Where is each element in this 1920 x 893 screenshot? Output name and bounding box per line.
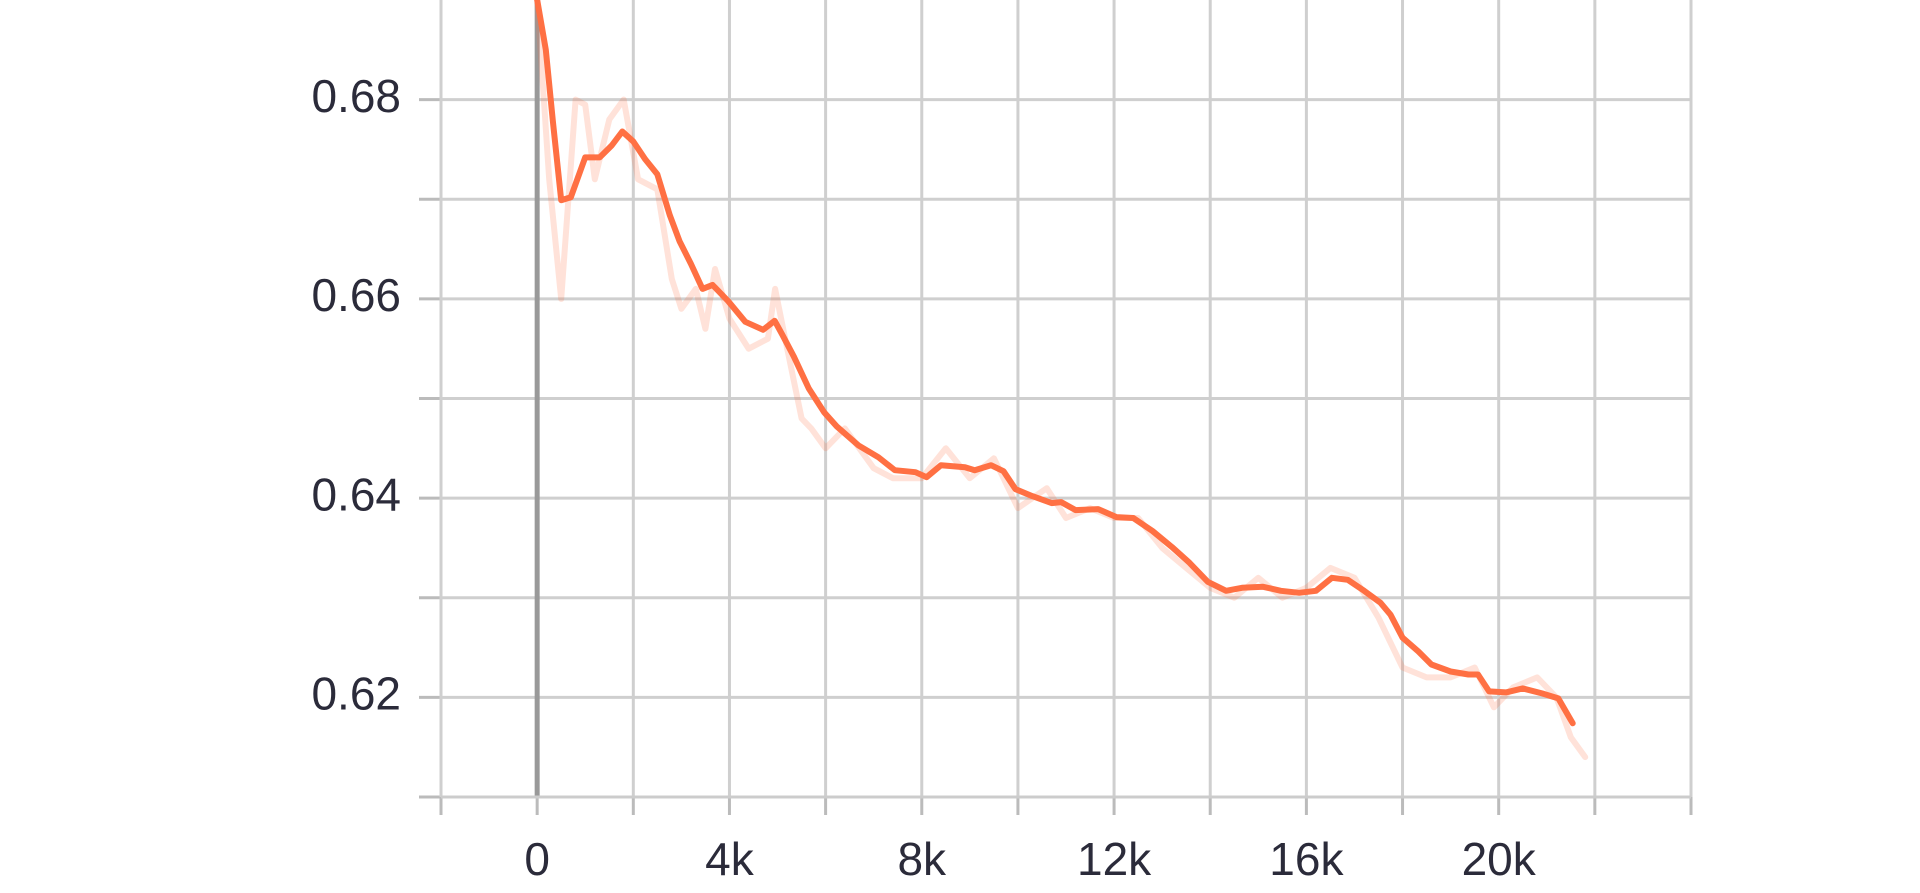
x-tick-label: 12k [1077, 833, 1152, 885]
series-line [534, 0, 1589, 761]
series-line [534, 0, 1576, 727]
x-tick-label: 16k [1269, 833, 1344, 885]
y-tick-label: 0.68 [311, 70, 401, 122]
x-tick-label: 8k [897, 833, 947, 885]
plot-area [534, 0, 1589, 761]
y-tick-label: 0.64 [311, 468, 401, 520]
labels: 0.62 0.64 0.66 0.68 0 4k 8k 12k 16k 20k [311, 70, 1536, 885]
y-tick-label: 0.62 [311, 668, 401, 720]
x-tick-label: 0 [524, 833, 550, 885]
grid [419, 0, 1693, 815]
x-tick-label: 20k [1462, 833, 1537, 885]
x-tick-label: 4k [705, 833, 755, 885]
y-tick-label: 0.66 [311, 269, 401, 321]
